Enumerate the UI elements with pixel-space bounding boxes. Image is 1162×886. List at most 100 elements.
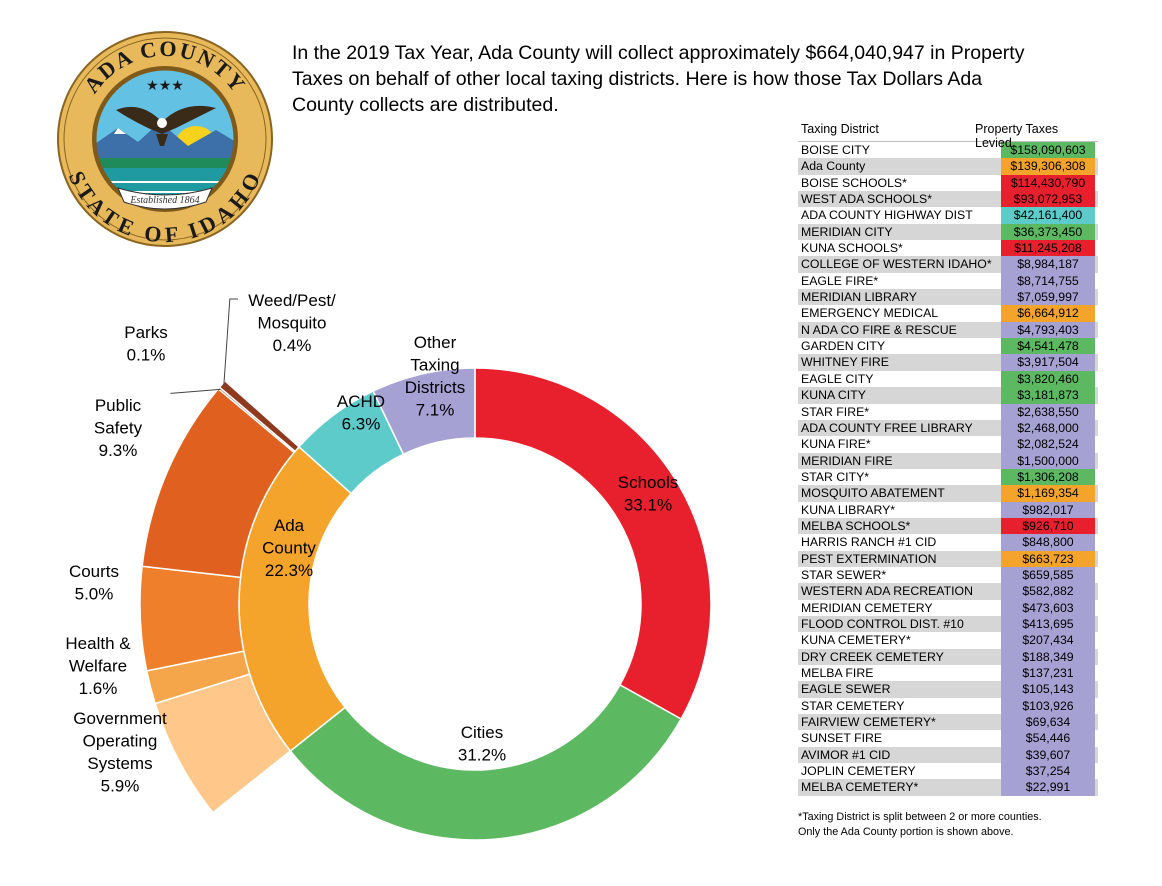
- district-name: KUNA CEMETERY*: [801, 633, 911, 648]
- district-taxes: $207,434: [1001, 632, 1095, 649]
- label-achd: ACHD 6.3%: [337, 392, 385, 434]
- district-taxes: $1,169,354: [1001, 485, 1095, 502]
- district-taxes: $7,059,997: [1001, 289, 1095, 306]
- label-other-taxing-districts-line: Districts: [405, 378, 465, 397]
- district-taxes: $982,017: [1001, 501, 1095, 518]
- label-parks-value: 0.1%: [127, 346, 166, 365]
- established-ribbon: Established 1864: [117, 187, 213, 210]
- district-taxes: $413,695: [1001, 615, 1095, 633]
- label-schools-value: 33.1%: [624, 496, 672, 515]
- label-weed-pest-mosquito-value: 0.4%: [273, 336, 312, 355]
- district-name: EAGLE SEWER: [801, 682, 891, 697]
- table-row: KUNA LIBRARY* $982,017: [798, 501, 1098, 518]
- slice-weed-pest-mosquito: [218, 379, 301, 453]
- district-taxes: $663,723: [1001, 550, 1095, 567]
- table-row: KUNA FIRE* $2,082,524: [798, 436, 1098, 453]
- district-name: KUNA SCHOOLS*: [801, 241, 903, 256]
- footnote: *Taxing District is split between 2 or m…: [798, 810, 1128, 840]
- district-name: MOSQUITO ABATEMENT: [801, 486, 945, 501]
- district-name: STAR CEMETERY: [801, 698, 905, 713]
- leader-line-parks: [170, 388, 221, 394]
- footnote-line-2: Only the Ada County portion is shown abo…: [798, 826, 1014, 838]
- table-row: ADA COUNTY FREE LIBRARY $2,468,000: [798, 419, 1098, 437]
- label-schools: Schools 33.1%: [618, 473, 678, 515]
- table-row: FLOOD CONTROL DIST. #10 $413,695: [798, 615, 1098, 633]
- district-taxes: $11,245,208: [1001, 240, 1095, 257]
- label-public-safety-value: 9.3%: [99, 441, 138, 460]
- footnote-line-1: *Taxing District is split between 2 or m…: [798, 811, 1042, 823]
- district-name: KUNA LIBRARY*: [801, 502, 896, 517]
- district-taxes: $158,090,603: [1001, 142, 1095, 159]
- label-government-operating-systems-line: Government: [73, 709, 167, 728]
- slice-cities: [289, 683, 683, 841]
- district-taxes: $37,254: [1001, 763, 1095, 780]
- district-taxes: $42,161,400: [1001, 207, 1095, 224]
- district-taxes: $2,638,550: [1001, 403, 1095, 420]
- district-name: MELBA FIRE: [801, 666, 874, 680]
- district-name: Ada County: [801, 159, 866, 174]
- table-row: WESTERN ADA RECREATION $582,882: [798, 583, 1098, 600]
- label-public-safety-line: Safety: [94, 419, 143, 438]
- district-name: KUNA CITY: [801, 388, 866, 403]
- district-taxes: $582,882: [1001, 583, 1095, 600]
- seal-ribbon-text: Established 1864: [129, 195, 199, 206]
- table-row: WHITNEY FIRE $3,917,504: [798, 354, 1098, 371]
- district-name: MELBA CEMETERY*: [801, 780, 919, 795]
- label-cities-line: Cities: [461, 723, 504, 742]
- district-taxes: $137,231: [1001, 665, 1095, 682]
- table-row: KUNA CITY $3,181,873: [798, 387, 1098, 404]
- table-row: DRY CREEK CEMETERY $188,349: [798, 648, 1098, 665]
- label-government-operating-systems-value: 5.9%: [101, 777, 140, 796]
- label-cities-value: 31.2%: [458, 746, 506, 765]
- district-taxes: $659,585: [1001, 566, 1095, 584]
- district-name: FAIRVIEW CEMETERY*: [801, 715, 936, 730]
- label-courts-line: Courts: [69, 562, 119, 581]
- district-name: BOISE CITY: [801, 143, 871, 157]
- district-name: MERIDIAN LIBRARY: [801, 290, 917, 305]
- district-name: WESTERN ADA RECREATION: [801, 584, 973, 599]
- district-name: JOPLIN CEMETERY: [801, 764, 916, 779]
- table-row: MERIDIAN CITY $36,373,450: [798, 223, 1098, 241]
- district-taxes: $3,820,460: [1001, 370, 1095, 388]
- eagle-icon: [116, 105, 216, 146]
- district-taxes: $2,468,000: [1001, 419, 1095, 437]
- district-taxes: $3,181,873: [1001, 387, 1095, 404]
- district-name: PEST EXTERMINATION: [801, 551, 937, 566]
- table-row: STAR FIRE* $2,638,550: [798, 403, 1098, 420]
- district-taxes: $22,991: [1001, 779, 1095, 796]
- district-taxes: $2,082,524: [1001, 436, 1095, 453]
- district-name: WEST ADA SCHOOLS*: [801, 192, 932, 207]
- district-name: FLOOD CONTROL DIST. #10: [801, 616, 964, 631]
- district-name: WHITNEY FIRE: [801, 355, 889, 370]
- district-name: N ADA CO FIRE & RESCUE: [801, 322, 957, 337]
- label-public-safety-line: Public: [95, 396, 142, 415]
- label-courts: Courts 5.0%: [69, 562, 119, 604]
- district-name: AVIMOR #1 CID: [801, 747, 891, 762]
- district-taxes: $473,603: [1001, 599, 1095, 616]
- ada-county-seal: Established 1864 ★★★ ADA COUNTY STATE OF…: [57, 31, 273, 247]
- table-row: JOPLIN CEMETERY $37,254: [798, 763, 1098, 780]
- label-weed-pest-mosquito-line: Mosquito: [258, 314, 327, 333]
- label-health-welfare: Health & Welfare 1.6%: [65, 634, 131, 698]
- district-name: BOISE SCHOOLS*: [801, 175, 907, 190]
- district-name: COLLEGE OF WESTERN IDAHO*: [801, 257, 992, 272]
- label-cities: Cities 31.2%: [458, 723, 506, 765]
- col-header-taxes: Property Taxes Levied: [975, 122, 1059, 150]
- district-name: MERIDIAN FIRE: [801, 453, 893, 468]
- district-name: ADA COUNTY HIGHWAY DIST: [801, 208, 973, 223]
- district-taxes: $4,793,403: [1001, 321, 1095, 339]
- table-row: N ADA CO FIRE & RESCUE $4,793,403: [798, 321, 1098, 339]
- district-name: DRY CREEK CEMETERY: [801, 649, 944, 664]
- label-achd-line: ACHD: [337, 392, 385, 411]
- district-taxes: $4,541,478: [1001, 338, 1095, 355]
- label-other-taxing-districts-value: 7.1%: [416, 401, 455, 420]
- seal-stars: ★★★: [146, 78, 184, 94]
- table-row: EMERGENCY MEDICAL $6,664,912: [798, 305, 1098, 322]
- taxing-district-table: Taxing District Property Taxes Levied BO…: [798, 121, 1098, 796]
- district-taxes: $3,917,504: [1001, 354, 1095, 371]
- district-name: GARDEN CITY: [801, 339, 886, 354]
- district-name: STAR SEWER*: [801, 567, 887, 582]
- label-weed-pest-mosquito: Weed/Pest/Mosquito 0.4%: [248, 291, 336, 355]
- table-row: MOSQUITO ABATEMENT $1,169,354: [798, 485, 1098, 502]
- district-name: MELBA SCHOOLS*: [801, 518, 911, 533]
